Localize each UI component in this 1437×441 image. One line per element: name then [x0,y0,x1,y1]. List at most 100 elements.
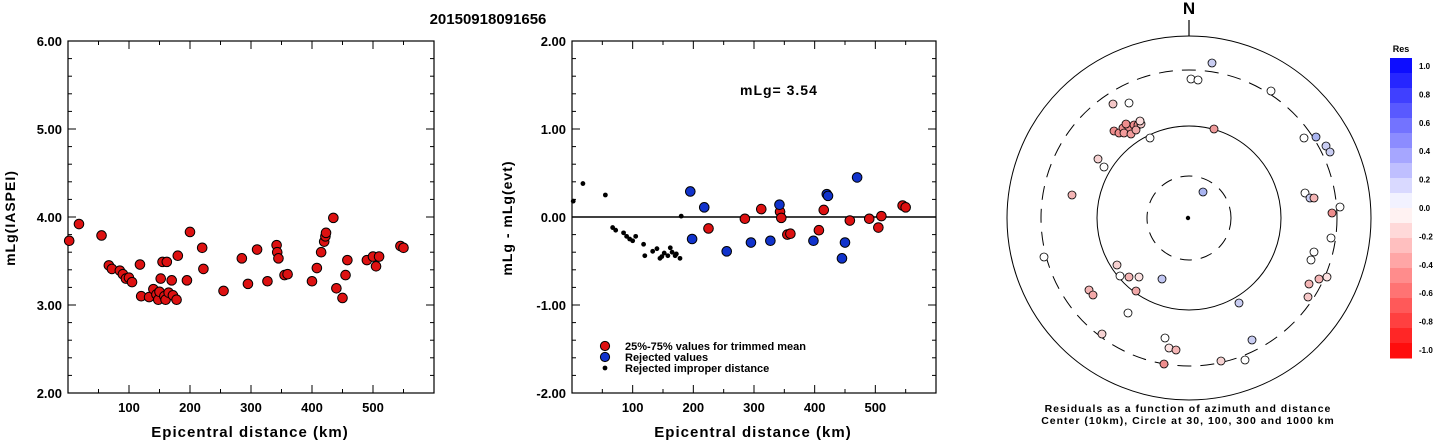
color-scale-step [1390,178,1412,194]
color-scale-tick: -1.0 [1419,346,1433,355]
data-point [808,235,819,247]
station-marker [1335,202,1345,212]
data-points-1 [63,212,409,306]
legend-label: 25%-75% values for trimmed mean [625,341,806,353]
circle-1000km [1006,35,1372,401]
tick-marks-2 [571,40,937,394]
polar-caption-2: Center (10km), Circle at 30, 100, 300 an… [1041,415,1335,427]
y-tick-label: 0.00 [541,210,566,225]
color-scale-tick: 0.0 [1419,204,1431,213]
data-point [844,215,856,226]
station-marker [1304,279,1314,289]
data-point [739,213,751,225]
color-scale-step [1390,58,1412,74]
x-axis-label-1: Epicentral distance (km) [151,424,348,441]
station-marker [1039,252,1049,262]
data-point [311,262,323,274]
y-tick-label: 6.00 [37,34,62,49]
circle-30km [1146,175,1232,261]
y-tick-label: 1.00 [541,122,566,137]
color-scale-bar [1390,58,1412,359]
x-tick-label: 400 [301,400,323,415]
station-marker [1234,298,1244,308]
station-marker [1303,292,1313,302]
station-marker [1093,154,1103,164]
y-tick-label: -1.00 [536,298,566,313]
y-tick-labels-1: 2.00 3.00 4.00 5.00 6.00 [37,34,62,401]
station-marker [1157,274,1167,284]
tick-marks-1 [67,40,435,394]
data-point [673,251,679,257]
color-scale-step [1390,223,1412,239]
color-scale-step [1390,193,1412,209]
station-marker [1322,272,1332,282]
data-point [863,213,875,225]
y-axis-label-1: mLg(IASPEI) [2,170,18,266]
data-point [613,227,619,233]
color-scale-step [1390,343,1412,359]
station-marker [1131,125,1141,135]
station-marker [1216,356,1226,366]
magnitude-annotation: mLg= 3.54 [740,82,818,98]
station-marker [1209,124,1219,134]
station-marker [1309,193,1319,203]
station-marker [1193,75,1203,85]
data-point [836,253,848,264]
color-scale-step [1390,268,1412,284]
data-point [665,253,671,259]
polar-station-markers [1039,58,1345,369]
data-point [650,248,656,254]
color-scale-step [1390,118,1412,134]
station-marker [1171,345,1181,355]
x-tick-label: 300 [240,400,262,415]
station-marker [1311,132,1321,142]
station-marker [1159,359,1169,369]
x-tick-label: 200 [682,400,704,415]
color-scale-title: Res [1393,44,1410,54]
data-point [703,223,714,234]
y-tick-label: 4.00 [37,210,62,225]
data-point [745,237,757,248]
station-marker [1321,141,1331,151]
data-point [331,282,342,294]
data-point [172,250,184,262]
x-tick-labels-1: 100 200 300 400 500 [118,400,384,415]
data-point [218,285,229,297]
y-tick-label: 3.00 [37,298,62,313]
color-scale-step [1390,163,1412,179]
data-point [63,235,75,247]
data-point [678,213,684,219]
data-point [273,253,284,264]
data-point [621,230,626,236]
data-point [602,192,608,198]
data-point [242,278,254,290]
data-point [155,273,167,284]
event-title: 20150918091656 [430,11,547,28]
station-marker [1131,286,1141,296]
color-scale-step [1390,148,1412,164]
data-point [630,238,636,244]
color-scale-labels: 1.0 0.8 0.6 0.4 0.2 0.0 -0.2 -0.4 -0.6 -0.8 -1.0 [1419,62,1433,355]
data-point [306,275,318,287]
station-marker [1247,335,1257,345]
data-point [342,254,353,266]
polar-residual-plot: N Residuals as a function of azimuth and… [1006,0,1372,427]
station-marker [1198,187,1208,197]
data-point [166,275,177,286]
color-scale-step [1390,253,1412,269]
data-point [398,242,409,254]
data-point [642,253,648,259]
x-tick-label: 400 [804,400,826,415]
x-tick-label: 100 [118,400,140,415]
station-marker [1097,329,1107,339]
data-point [251,244,263,255]
data-point [340,269,351,281]
legend-label: Rejected improper distance [625,363,769,375]
x-tick-label: 300 [743,400,765,415]
station-marker [1326,233,1336,243]
data-point [654,246,660,252]
data-point [685,186,696,197]
y-tick-labels-2: -2.00 -1.00 0.00 1.00 2.00 [536,34,566,401]
data-point [721,246,733,257]
data-point [236,253,248,264]
